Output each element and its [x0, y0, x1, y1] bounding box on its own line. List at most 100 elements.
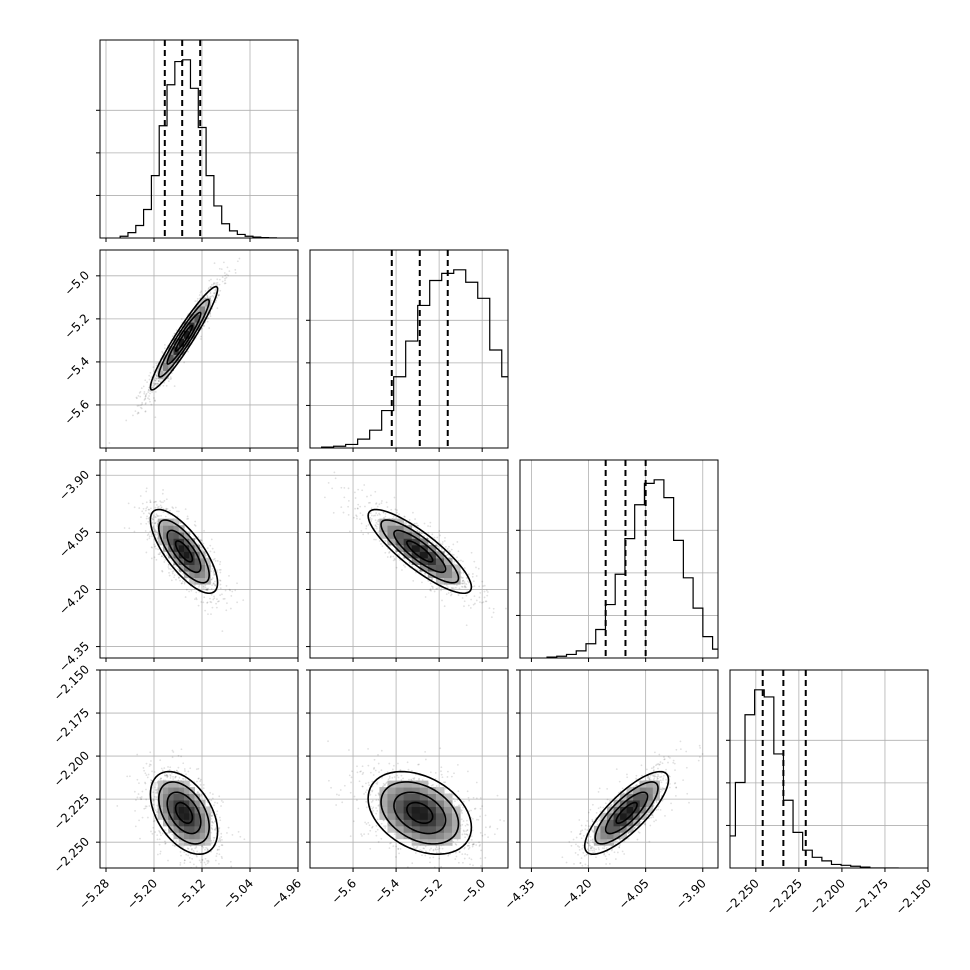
sample-point [188, 857, 191, 859]
sample-point [144, 410, 147, 413]
sample-point [378, 512, 381, 515]
density-cell [157, 799, 164, 807]
sample-point [216, 848, 219, 851]
density-cell [387, 538, 397, 546]
scatter-panel-1-0: −5.6−5.4−5.2−5.0 [62, 249, 299, 452]
sample-point [340, 506, 343, 509]
sample-point [421, 532, 423, 535]
sample-point [206, 547, 209, 550]
sample-point [154, 377, 157, 380]
sample-point [390, 508, 393, 511]
sample-point [156, 853, 159, 856]
sample-point [441, 541, 444, 543]
density-cell [184, 787, 190, 795]
sample-point [461, 582, 464, 585]
sample-point [452, 543, 455, 546]
sample-point [172, 844, 174, 847]
sample-point [156, 531, 159, 534]
sample-point [424, 596, 427, 598]
sample-point [450, 548, 453, 551]
panel-frame [519, 459, 719, 659]
sample-point [382, 511, 385, 514]
sample-point [374, 525, 377, 527]
density-cell [168, 551, 174, 559]
sample-point [204, 848, 206, 851]
sample-point [202, 549, 205, 552]
sample-point [375, 812, 378, 815]
sample-point [470, 551, 473, 554]
sample-point [224, 589, 227, 592]
sample-point [217, 840, 220, 843]
sample-point [465, 830, 468, 833]
sample-point [373, 527, 376, 530]
sample-point [444, 536, 446, 539]
sample-point [216, 872, 218, 874]
density-cell [163, 518, 169, 526]
y-tick-label: −2.175 [51, 705, 92, 746]
sample-point [155, 530, 158, 533]
sample-point [380, 837, 383, 840]
sample-point [218, 862, 220, 865]
sample-point [149, 501, 152, 504]
sample-point [457, 559, 460, 562]
sample-point [163, 381, 166, 384]
density-cell [184, 832, 190, 840]
sample-point [202, 324, 205, 327]
sample-point [359, 505, 362, 508]
sample-point [141, 816, 144, 819]
density-cell [395, 544, 405, 552]
sample-point [446, 548, 449, 550]
sample-point [343, 784, 346, 787]
sample-point [159, 832, 162, 834]
sample-point [220, 805, 222, 807]
sample-point [178, 576, 180, 579]
sample-point [243, 838, 246, 841]
sample-point [150, 386, 153, 389]
density-cell [199, 571, 206, 579]
sample-point [153, 522, 156, 525]
sample-point [216, 297, 219, 299]
density-cell [184, 812, 190, 820]
sample-point [155, 516, 157, 519]
sample-point [331, 487, 334, 490]
sample-point [143, 807, 146, 810]
sample-point [484, 600, 487, 603]
sample-point [144, 805, 147, 808]
sample-point [197, 604, 200, 607]
sample-point [211, 606, 214, 609]
density-cell [443, 564, 453, 572]
density-cell [189, 799, 195, 807]
sample-point [189, 784, 192, 786]
sample-point [470, 598, 473, 601]
sample-point [215, 855, 218, 858]
sample-point [140, 798, 142, 801]
sample-point [236, 260, 239, 263]
density-cell [427, 564, 437, 572]
sample-point [218, 293, 221, 296]
sample-point [409, 561, 412, 564]
sample-point [155, 362, 158, 365]
density-cell [168, 819, 174, 827]
sample-point [214, 584, 217, 587]
sample-point [153, 546, 156, 548]
density-cell [168, 793, 174, 801]
y-tick-label: −2.200 [51, 748, 92, 789]
sample-point [412, 511, 414, 514]
sample-point [444, 872, 446, 874]
sample-point [138, 819, 140, 822]
sample-point [222, 598, 225, 600]
sample-point [479, 844, 481, 846]
sample-point [467, 844, 470, 847]
sample-point [171, 833, 174, 836]
sample-point [415, 528, 417, 530]
sample-point [169, 766, 172, 769]
sample-point [198, 294, 201, 296]
sample-point [155, 504, 158, 506]
sample-point [167, 566, 170, 568]
sample-point [202, 846, 205, 849]
sample-point [479, 592, 482, 594]
density-cell [194, 832, 201, 840]
sample-point [231, 881, 233, 883]
sample-point [157, 379, 160, 382]
